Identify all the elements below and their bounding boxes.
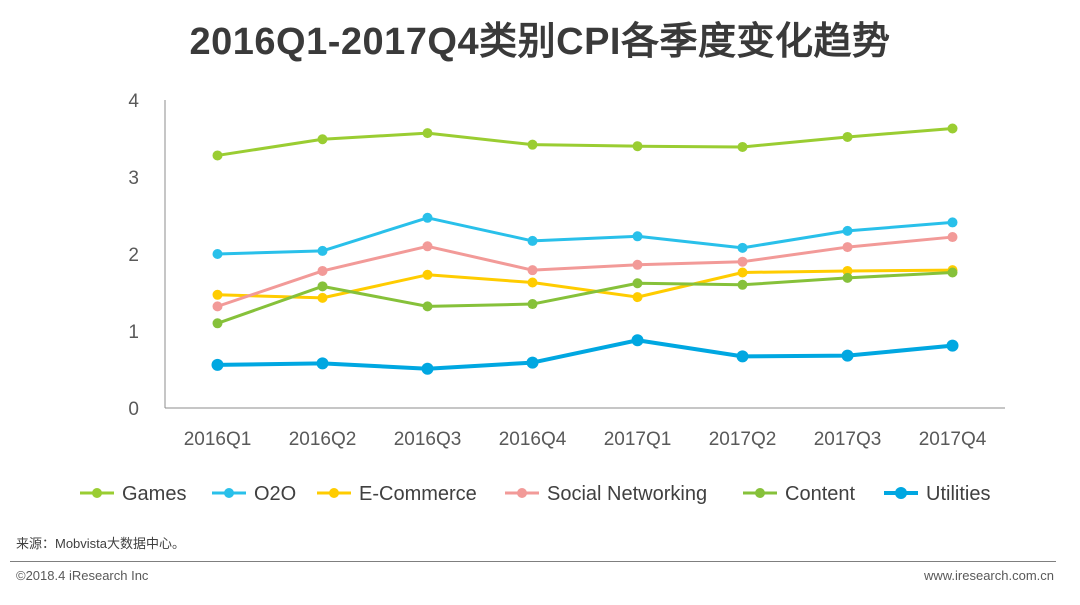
data-point — [527, 277, 538, 288]
data-point — [212, 318, 223, 329]
legend-label: E-Commerce — [359, 483, 477, 505]
y-tick-label: 1 — [128, 322, 139, 343]
series-line-3 — [217, 235, 953, 308]
data-point — [421, 362, 434, 375]
data-point — [422, 269, 433, 280]
data-point — [211, 358, 224, 371]
data-point — [737, 267, 748, 278]
legend-swatch-marker — [755, 488, 765, 498]
data-point — [527, 299, 538, 310]
legend-label: Games — [122, 483, 186, 505]
x-tick-label: 2016Q3 — [394, 429, 462, 450]
series-line-4 — [217, 270, 953, 325]
data-point — [946, 339, 959, 352]
series-line-0 — [217, 126, 953, 157]
data-point — [842, 242, 853, 253]
data-point — [947, 123, 958, 134]
data-point — [212, 150, 223, 161]
y-tick-label: 4 — [128, 91, 139, 112]
data-point — [842, 131, 853, 142]
legend-swatch-marker — [895, 487, 907, 499]
data-point — [947, 267, 958, 278]
footer-divider — [10, 561, 1056, 562]
data-point — [631, 334, 644, 347]
legend-label: Content — [785, 483, 855, 505]
data-point — [632, 278, 643, 289]
data-point — [632, 141, 643, 152]
data-point — [212, 301, 223, 312]
data-point — [737, 242, 748, 253]
data-point — [422, 241, 433, 252]
series-line-1 — [217, 216, 953, 256]
data-point — [212, 289, 223, 300]
series-line-2 — [217, 268, 953, 300]
legend-label: Social Networking — [547, 483, 707, 505]
data-point — [527, 265, 538, 276]
legend-swatch-marker — [329, 488, 339, 498]
data-point — [842, 265, 853, 276]
x-tick-label: 2017Q2 — [709, 429, 777, 450]
data-point — [212, 249, 223, 259]
legend-swatch-marker — [517, 488, 527, 498]
copyright-text: ©2018.4 iResearch Inc — [16, 568, 149, 583]
data-point — [317, 281, 328, 292]
data-point — [736, 350, 749, 363]
data-point — [422, 301, 433, 312]
x-tick-label: 2016Q4 — [499, 429, 567, 450]
data-point — [527, 235, 538, 246]
data-point — [737, 141, 748, 152]
x-tick-label: 2017Q1 — [604, 429, 672, 450]
website-link[interactable]: www.iresearch.com.cn — [923, 568, 1054, 583]
data-point — [632, 259, 643, 270]
data-point — [737, 279, 748, 290]
data-point — [737, 256, 748, 267]
legend-label: O2O — [254, 483, 296, 505]
source-note: 来源：Mobvista大数据中心。 — [16, 536, 186, 551]
y-tick-label: 0 — [128, 399, 139, 420]
y-tick-label: 3 — [128, 168, 139, 189]
data-point — [842, 225, 853, 236]
data-point — [317, 292, 328, 303]
data-point — [947, 217, 958, 228]
y-tick-label: 2 — [128, 245, 139, 266]
data-point — [316, 357, 329, 370]
data-point — [422, 128, 433, 139]
legend-swatch-marker — [224, 488, 234, 498]
legend-label: Utilities — [926, 483, 990, 505]
line-chart: 0 1 2 3 4 2016Q1 2016Q2 2016Q3 2016Q4 2017Q1 2017Q… — [80, 91, 1005, 505]
x-tick-label: 2016Q2 — [289, 429, 357, 450]
data-point — [842, 272, 853, 283]
data-point — [632, 292, 643, 303]
data-point — [527, 139, 538, 150]
chart-title: 2016Q1-2017Q4类别CPI各季度变化趋势 — [189, 21, 891, 63]
data-point — [947, 232, 958, 243]
series-line-5 — [217, 338, 953, 371]
data-point — [422, 212, 433, 223]
data-point — [317, 265, 328, 276]
data-point — [526, 356, 539, 369]
data-point — [841, 349, 854, 362]
data-point — [317, 245, 328, 256]
data-point — [317, 134, 328, 145]
data-point — [632, 231, 643, 242]
x-tick-label: 2017Q3 — [814, 429, 882, 450]
legend-swatch-marker — [92, 488, 102, 498]
x-tick-label: 2016Q1 — [184, 429, 252, 450]
x-tick-label: 2017Q4 — [919, 429, 987, 450]
